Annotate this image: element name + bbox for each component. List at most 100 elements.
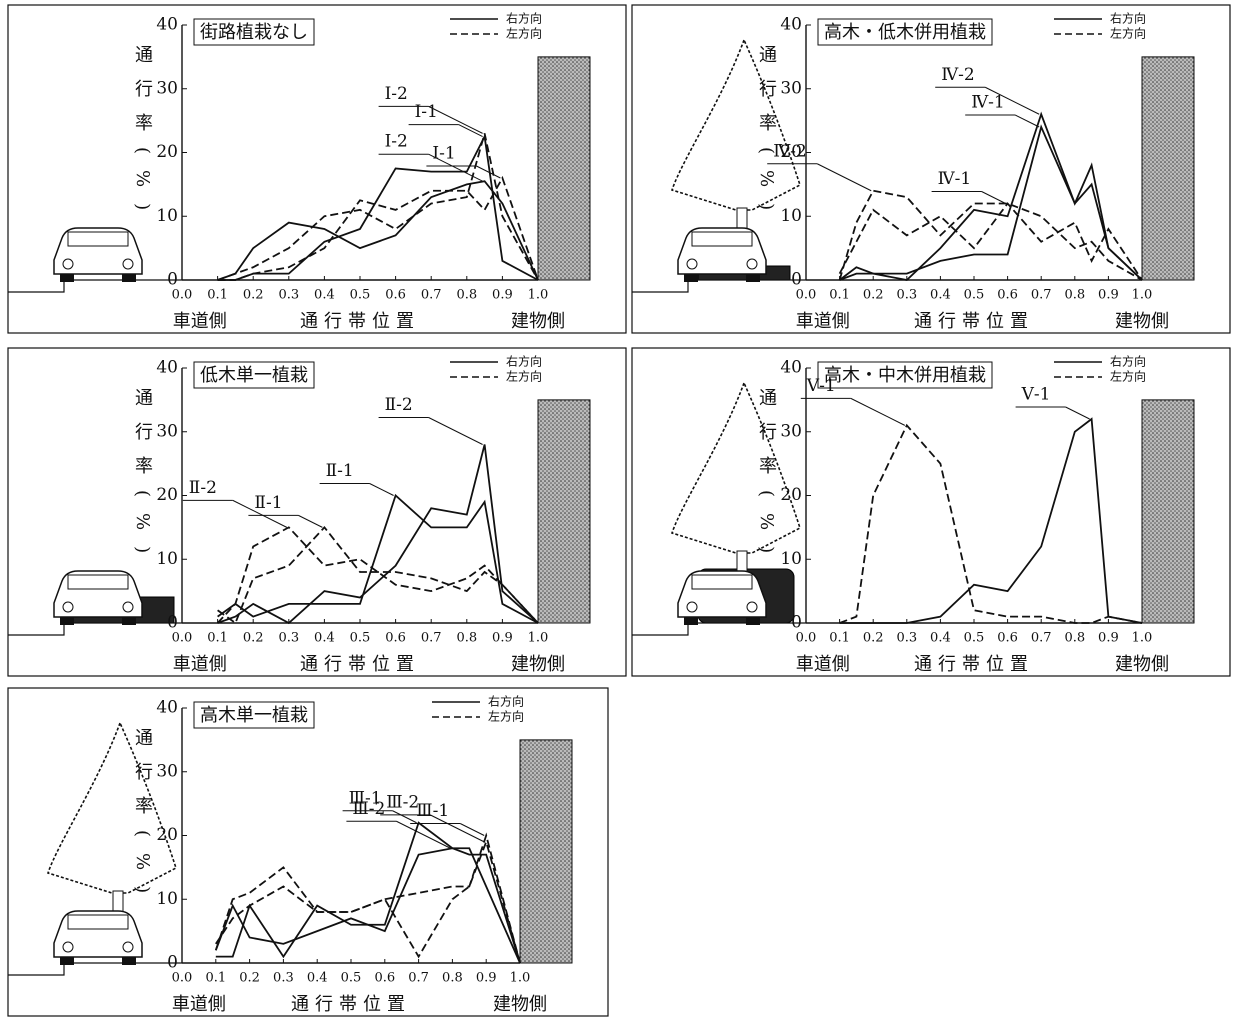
building	[538, 57, 590, 280]
label-leader	[1015, 115, 1039, 127]
x-tick-label: 1.0	[510, 971, 531, 986]
series-label: Ⅴ-1	[1021, 385, 1051, 405]
tree	[48, 723, 176, 893]
x-tick-label: 0.9	[1098, 288, 1119, 303]
label-leader	[982, 192, 1006, 204]
x-tick-label: 0.0	[172, 288, 193, 303]
chart-panel: 0102030400.00.10.20.30.40.50.60.70.80.91…	[8, 348, 626, 676]
y-tick-label: 10	[780, 549, 802, 569]
x-tick-label: 0.6	[997, 631, 1018, 646]
x-tick-label: 0.1	[205, 971, 226, 986]
legend-label: 左方向	[488, 709, 524, 724]
x-tick-label: 0.0	[796, 288, 817, 303]
figure: 0 10 20 30 40 0.0 0.1 0.2 0.3 0.4 0.5 0.6 0.7 0.8 0.9 1…	[0, 0, 1236, 1019]
series-label: Ⅳ-2	[773, 141, 807, 161]
y-tick-label: 30	[156, 761, 178, 781]
x-tick-label: 0.0	[172, 631, 193, 646]
series-label: Ⅱ-2	[385, 395, 413, 415]
legend-label: 右方向	[506, 11, 542, 26]
x-tick-label: 0.7	[1031, 288, 1052, 303]
x-tick-label: 1.0	[1132, 631, 1153, 646]
series-label: Ⅰ-1	[432, 144, 455, 164]
y-tick-label: 10	[156, 549, 178, 569]
x-tick-label: 0.6	[385, 288, 406, 303]
tree	[672, 40, 800, 210]
x-tick-label: 0.4	[314, 631, 335, 646]
x-label-right: 建物側	[1115, 311, 1169, 332]
x-tick-label: 0.8	[1064, 631, 1085, 646]
series-label: Ⅱ-1	[326, 461, 354, 481]
x-tick-label: 0.6	[997, 288, 1018, 303]
y-tick-label: 10	[780, 206, 802, 226]
x-tick-label: 0.2	[863, 631, 884, 646]
y-tick-label: 30	[156, 78, 178, 98]
x-label-right: 建物側	[1115, 654, 1169, 675]
x-tick-label: 0.5	[964, 288, 985, 303]
legend-label: 右方向	[1110, 354, 1146, 369]
label-leader	[817, 164, 871, 191]
x-tick-label: 0.3	[896, 288, 917, 303]
building	[1142, 400, 1194, 623]
x-tick-label: 0.9	[492, 631, 513, 646]
data-line	[840, 204, 1142, 281]
label-leader	[1066, 407, 1090, 419]
chart-title: 高木単一植栽	[200, 705, 308, 726]
y-tick-label: 0	[791, 270, 802, 290]
car-illustration	[60, 617, 74, 625]
x-tick-label: 0.9	[1098, 631, 1119, 646]
x-label: 通行帯位置	[300, 654, 420, 675]
series-label: Ⅱ-2	[189, 478, 217, 498]
car-illustration	[60, 274, 74, 282]
data-line	[218, 527, 538, 623]
x-tick-label: 0.1	[829, 631, 850, 646]
legend-label: 左方向	[506, 26, 542, 41]
x-label-right: 建物側	[493, 994, 547, 1015]
x-tick-label: 0.9	[492, 288, 513, 303]
x-label-left: 車道側	[173, 654, 227, 675]
x-label-right: 建物側	[511, 311, 565, 332]
legend-label: 右方向	[1110, 11, 1146, 26]
car-illustration	[746, 274, 760, 282]
car-illustration	[68, 575, 128, 589]
curb	[8, 963, 182, 975]
x-tick-label: 0.4	[930, 288, 951, 303]
car-illustration	[68, 915, 128, 929]
x-label: 通行帯位置	[300, 311, 420, 332]
car-illustration	[122, 617, 136, 625]
x-label: 通行帯位置	[914, 654, 1034, 675]
y-label: 通行率(%)	[132, 728, 153, 909]
x-tick-label: 0.7	[421, 288, 442, 303]
x-label-left: 車道側	[796, 311, 850, 332]
legend-label: 右方向	[506, 354, 542, 369]
x-tick-label: 0.4	[314, 288, 335, 303]
building	[538, 400, 590, 623]
y-label: 通行率(%)	[756, 45, 777, 226]
series-label: Ⅱ-1	[254, 493, 282, 513]
label-leader	[460, 824, 484, 836]
data-line	[218, 181, 538, 280]
y-tick-label: 40	[156, 358, 178, 378]
car-illustration	[687, 259, 697, 269]
x-tick-label: 0.7	[1031, 631, 1052, 646]
x-tick-label: 0.3	[278, 631, 299, 646]
y-tick-label: 40	[156, 15, 178, 35]
car-illustration	[123, 602, 133, 612]
y-tick-label: 0	[167, 953, 178, 973]
x-label-left: 車道側	[172, 994, 226, 1015]
x-tick-label: 0.8	[1064, 288, 1085, 303]
legend-label: 左方向	[506, 369, 542, 384]
building	[1142, 57, 1194, 280]
y-tick-label: 20	[156, 142, 178, 162]
x-tick-label: 0.9	[476, 971, 497, 986]
car-illustration	[122, 957, 136, 965]
car-illustration	[60, 957, 74, 965]
x-tick-label: 0.4	[930, 631, 951, 646]
data-line	[218, 527, 538, 623]
chart-title: 街路植栽なし	[200, 22, 308, 43]
x-tick-label: 0.2	[243, 288, 264, 303]
x-tick-label: 0.1	[829, 288, 850, 303]
chart-title: 高木・低木併用植栽	[824, 22, 986, 43]
data-line	[218, 178, 538, 280]
